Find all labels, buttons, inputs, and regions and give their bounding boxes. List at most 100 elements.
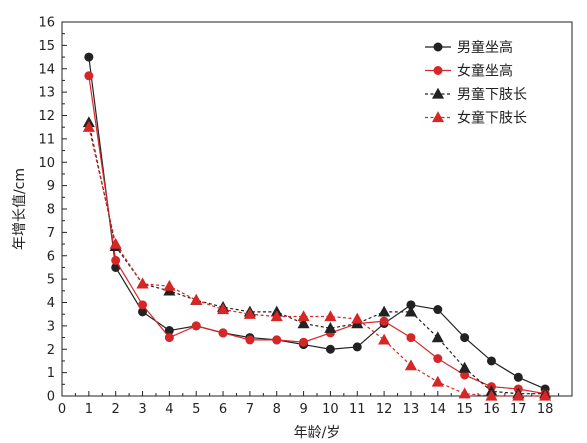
- x-axis-title: 年龄/岁: [294, 425, 341, 441]
- x-tick-label: 13: [403, 402, 420, 417]
- series-2-point: [406, 333, 416, 343]
- series-4-point: [404, 359, 417, 371]
- series-3-point: [297, 317, 310, 329]
- x-tick-label: 17: [510, 402, 527, 417]
- series-4-point: [163, 279, 176, 291]
- series-4-point: [431, 375, 444, 387]
- series-4-point: [217, 303, 230, 315]
- legend-swatch-marker: [433, 66, 443, 75]
- legend-swatch-marker: [431, 87, 445, 99]
- series-4-point: [82, 120, 95, 132]
- x-tick-label: 1: [85, 402, 93, 417]
- series-2-point: [379, 316, 389, 326]
- x-tick-label: 10: [322, 402, 339, 417]
- y-tick-label: 2: [47, 343, 55, 358]
- series-2-point: [138, 300, 148, 310]
- x-tick-label: 7: [246, 402, 254, 417]
- series-4-point: [190, 293, 203, 305]
- x-tick-label: 12: [376, 402, 393, 417]
- x-tick-label: 4: [165, 402, 173, 417]
- series-3-point: [324, 321, 337, 333]
- series-4-point: [324, 310, 337, 322]
- series-4-point: [297, 310, 310, 322]
- x-tick-label: 11: [349, 402, 366, 417]
- y-tick-label: 15: [38, 39, 55, 54]
- series-3-point: [378, 305, 391, 317]
- series-4-point: [378, 333, 391, 345]
- x-tick-label: 16: [483, 402, 500, 417]
- series-1-point: [84, 52, 94, 62]
- series-2-point: [272, 335, 282, 345]
- series-2-line: [88, 75, 546, 395]
- series-1-point: [352, 342, 362, 352]
- x-tick-label: 18: [537, 402, 554, 417]
- series-2-point: [218, 328, 228, 338]
- legend-item-3: 男童下肢长: [425, 86, 527, 103]
- series-4: [82, 120, 552, 401]
- x-tick-label: 5: [192, 402, 200, 417]
- series-1-point: [460, 333, 470, 343]
- series-1-point: [486, 356, 496, 366]
- series-1-point: [513, 372, 523, 382]
- y-tick-label: 12: [38, 109, 55, 124]
- x-tick-label: 0: [58, 402, 66, 417]
- series-3-point: [458, 361, 471, 373]
- legend-item-2: 女童坐高: [425, 63, 513, 80]
- x-tick-label: 2: [112, 402, 120, 417]
- series-2-point: [191, 321, 201, 331]
- series-3-line: [88, 122, 546, 395]
- legend-label: 女童坐高: [457, 63, 513, 80]
- series-2-point: [84, 71, 94, 81]
- legend-item-1: 男童坐高: [425, 39, 513, 56]
- series-1: [84, 52, 550, 394]
- series-2-point: [111, 255, 121, 265]
- series-4-point: [109, 237, 122, 249]
- y-tick-label: 14: [38, 62, 55, 77]
- series-1-point: [433, 305, 443, 315]
- x-tick-label: 6: [219, 402, 227, 417]
- legend-label: 女童下肢长: [457, 110, 527, 127]
- series-4-point: [458, 387, 471, 399]
- y-tick-label: 0: [47, 390, 55, 405]
- series-4-point: [485, 389, 498, 401]
- series-1-line: [88, 56, 546, 390]
- y-tick-label: 1: [47, 366, 55, 381]
- series-2-point: [164, 333, 174, 343]
- series-4-point: [270, 310, 283, 322]
- y-tick-label: 13: [38, 86, 55, 101]
- series-4-point: [243, 307, 256, 319]
- series-3: [82, 116, 552, 399]
- series-3-point: [431, 331, 444, 343]
- y-axis-title: 年增长值/cm: [12, 168, 28, 250]
- x-tick-label: 14: [430, 402, 447, 417]
- x-tick-label: 9: [299, 402, 307, 417]
- series-4-point: [512, 389, 525, 401]
- legend-swatch-marker: [431, 111, 445, 123]
- series-3-point: [404, 305, 417, 317]
- y-tick-label: 8: [47, 203, 55, 218]
- series-4-line: [88, 127, 546, 397]
- series-4-point: [539, 389, 552, 401]
- y-tick-label: 9: [47, 179, 55, 194]
- y-tick-label: 5: [47, 273, 55, 288]
- series-4-point: [351, 312, 364, 324]
- y-tick-label: 10: [38, 156, 55, 171]
- legend-label: 男童坐高: [457, 39, 513, 56]
- y-tick-label: 4: [47, 296, 55, 311]
- legend-swatch-marker: [433, 42, 443, 52]
- series-4-point: [136, 277, 149, 289]
- y-tick-label: 3: [47, 319, 55, 334]
- legend-item-4: 女童下肢长: [425, 110, 527, 127]
- series-layer: [82, 52, 552, 401]
- series-2-point: [433, 354, 443, 364]
- y-tick-label: 11: [38, 132, 55, 147]
- x-tick-label: 8: [273, 402, 281, 417]
- y-tick-label: 16: [38, 16, 55, 31]
- series-2-point: [299, 337, 309, 347]
- series-2-point: [245, 335, 255, 345]
- legend-label: 男童下肢长: [457, 86, 527, 103]
- x-tick-label: 15: [456, 402, 473, 417]
